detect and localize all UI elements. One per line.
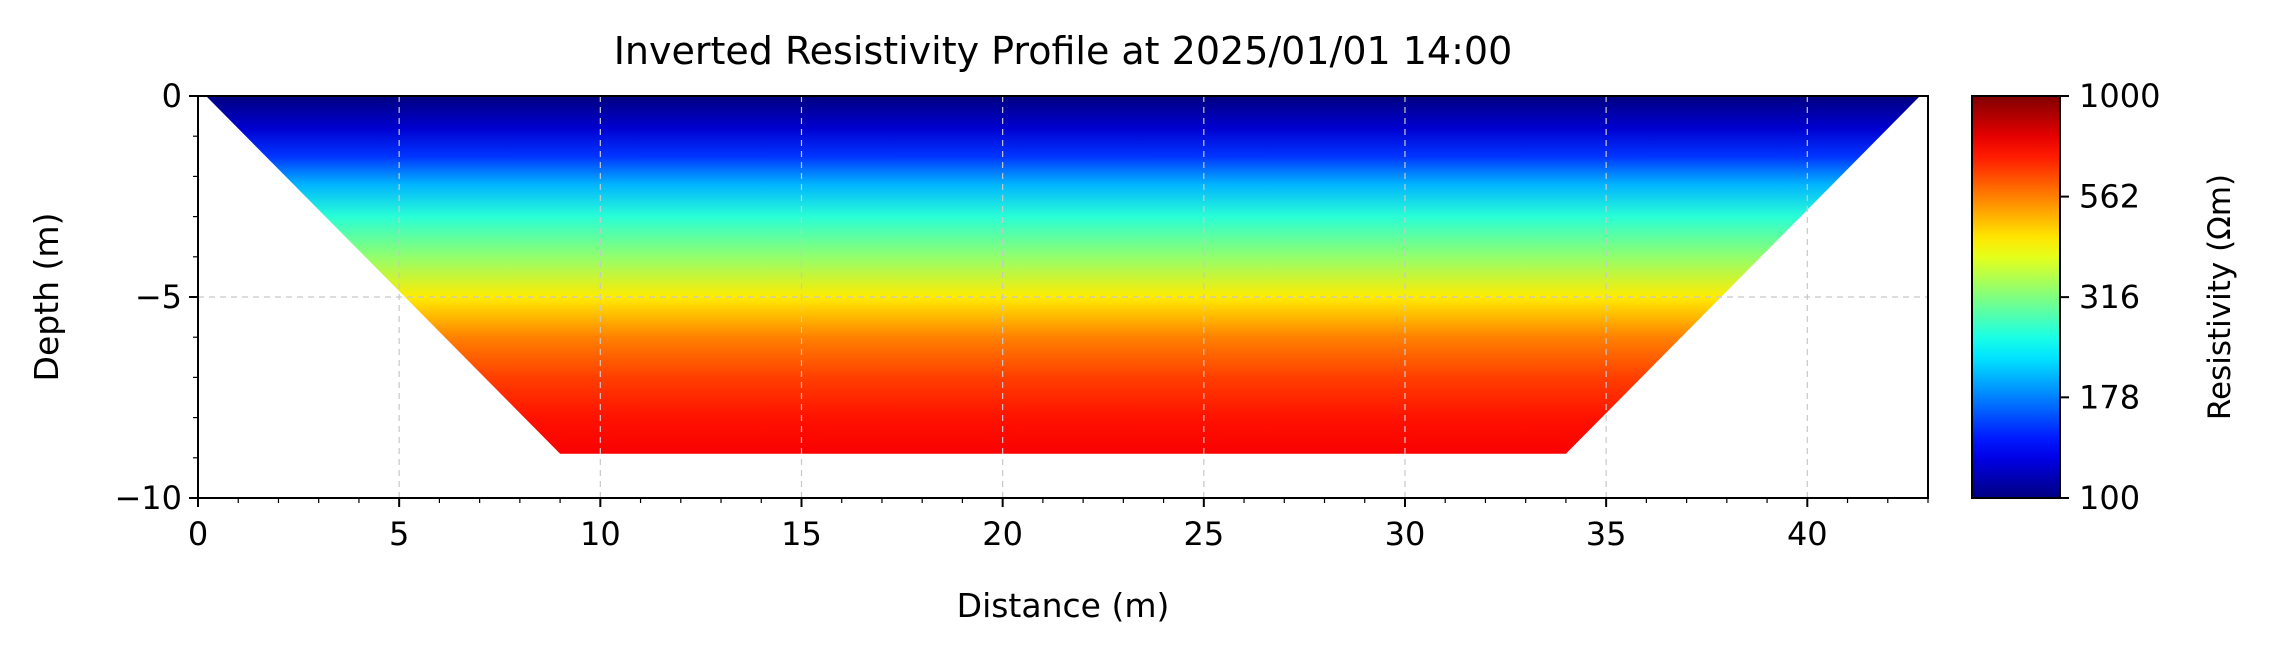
plot-area: 0 5 10 15 20 25 30 35 40 0 −5 −10 (114, 77, 1929, 553)
y-tick-label: 0 (162, 77, 182, 115)
x-axis-label: Distance (m) (957, 586, 1170, 625)
x-tick-label: 35 (1586, 515, 1627, 553)
colorbar-tick-label: 562 (2079, 178, 2140, 216)
x-tick-label: 20 (982, 515, 1023, 553)
colorbar-tick-label: 178 (2079, 378, 2140, 416)
x-tick-label: 40 (1787, 515, 1828, 553)
x-tick-label: 10 (580, 515, 621, 553)
x-tick-label: 15 (781, 515, 822, 553)
resistivity-section (206, 96, 1920, 454)
x-tick-label: 25 (1183, 515, 1224, 553)
colorbar-ticks: 100 178 316 562 1000 (2060, 77, 2160, 517)
colorbar-scale (1972, 96, 2060, 498)
x-tick-label: 5 (389, 515, 409, 553)
colorbar-tick-label: 316 (2079, 278, 2140, 316)
y-tick-label: −10 (114, 479, 182, 517)
y-axis: 0 −5 −10 (114, 77, 198, 517)
x-axis: 0 5 10 15 20 25 30 35 40 (188, 498, 1929, 553)
colorbar-label: Resistivity (Ωm) (2202, 174, 2238, 420)
colorbar-tick-label: 1000 (2079, 77, 2160, 115)
y-axis-label: Depth (m) (27, 213, 66, 382)
y-tick-label: −5 (135, 278, 182, 316)
x-tick-label: 30 (1385, 515, 1426, 553)
colorbar-tick-label: 100 (2079, 479, 2140, 517)
x-tick-label: 0 (188, 515, 208, 553)
chart-title: Inverted Resistivity Profile at 2025/01/… (614, 29, 1513, 73)
colorbar: 100 178 316 562 1000 Resistivity (Ωm) (1971, 77, 2238, 517)
